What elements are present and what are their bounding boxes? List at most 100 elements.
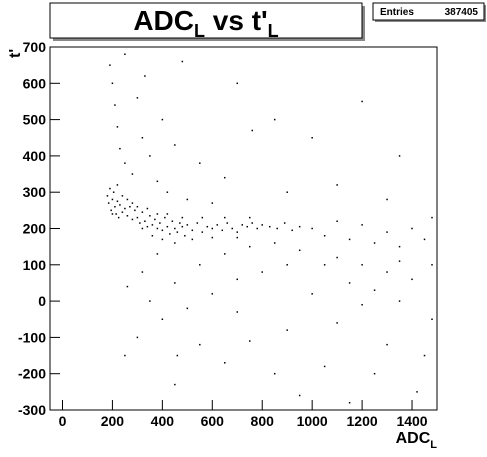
x-tick-label: 0: [59, 413, 67, 429]
point: [286, 191, 288, 193]
point: [261, 224, 263, 226]
y-tick-label: 700: [23, 39, 47, 55]
point: [251, 222, 253, 224]
point: [129, 205, 131, 208]
title-text: vs t': [205, 5, 268, 36]
point: [348, 282, 351, 284]
point: [286, 329, 288, 331]
point: [431, 216, 433, 219]
title-subscript: L: [268, 21, 279, 41]
point: [221, 229, 224, 232]
point: [107, 202, 110, 204]
point: [273, 242, 276, 244]
point: [174, 227, 176, 230]
chart-title: ADCL vs t'L: [133, 5, 278, 41]
point: [199, 162, 201, 164]
point: [156, 253, 159, 255]
point: [116, 126, 119, 128]
x-tick-label: 1000: [297, 413, 328, 429]
point: [423, 238, 426, 241]
point: [191, 229, 194, 232]
point: [323, 264, 326, 266]
point: [124, 354, 126, 357]
point: [211, 202, 214, 204]
point: [248, 216, 251, 219]
x-tick-label: 1400: [396, 413, 427, 429]
y-tick-label: 500: [23, 112, 47, 128]
point: [151, 224, 154, 226]
point: [109, 64, 111, 66]
stats-label: Entries: [380, 7, 414, 18]
point: [181, 225, 184, 228]
point: [411, 278, 413, 281]
point: [109, 187, 111, 190]
point: [246, 225, 248, 228]
point: [373, 372, 376, 375]
point: [166, 213, 169, 215]
point: [166, 191, 169, 193]
point: [159, 222, 161, 224]
point: [199, 264, 201, 266]
point: [146, 207, 149, 210]
point: [176, 231, 179, 233]
point: [141, 227, 144, 230]
point: [179, 222, 181, 224]
point: [201, 231, 204, 233]
point: [348, 401, 351, 404]
point: [111, 82, 114, 85]
point: [298, 394, 301, 397]
point: [398, 245, 401, 248]
y-tick-label: 400: [23, 148, 47, 164]
point: [119, 147, 121, 150]
point: [111, 213, 114, 215]
point: [166, 225, 169, 228]
y-tick-label: -100: [18, 329, 46, 345]
point: [106, 195, 109, 197]
point: [373, 289, 376, 291]
point: [224, 176, 226, 179]
title-subscript: L: [194, 21, 205, 41]
point: [119, 204, 121, 206]
point: [236, 278, 239, 281]
point: [386, 231, 388, 233]
point: [136, 216, 139, 219]
x-tick-label: 400: [151, 413, 175, 429]
point: [261, 271, 263, 273]
point: [114, 104, 116, 106]
point: [236, 311, 239, 313]
point: [141, 211, 144, 213]
point: [161, 118, 164, 121]
point: [206, 225, 209, 228]
point: [114, 205, 116, 208]
x-tick-label: 800: [251, 413, 275, 429]
point: [361, 303, 363, 306]
point: [268, 225, 271, 228]
point: [181, 60, 184, 63]
stats-box: [372, 2, 485, 21]
point: [164, 216, 166, 219]
point: [298, 225, 301, 228]
point: [323, 235, 326, 237]
x-label-subscript: L: [430, 439, 437, 451]
point: [311, 293, 313, 295]
point: [336, 322, 338, 324]
x-tick-label: 200: [101, 413, 125, 429]
x-axis-label: ADCL: [396, 430, 438, 451]
point: [398, 300, 401, 302]
point: [251, 129, 253, 132]
point: [117, 216, 120, 219]
point: [236, 82, 239, 85]
point: [398, 260, 401, 262]
point: [136, 97, 139, 99]
point: [361, 224, 363, 226]
point: [124, 207, 126, 210]
point: [184, 235, 186, 237]
point: [423, 354, 426, 357]
point: [336, 256, 338, 259]
stats-value: 387405: [445, 7, 479, 18]
plot-area: [106, 53, 433, 404]
point: [276, 227, 278, 230]
point: [286, 264, 288, 266]
